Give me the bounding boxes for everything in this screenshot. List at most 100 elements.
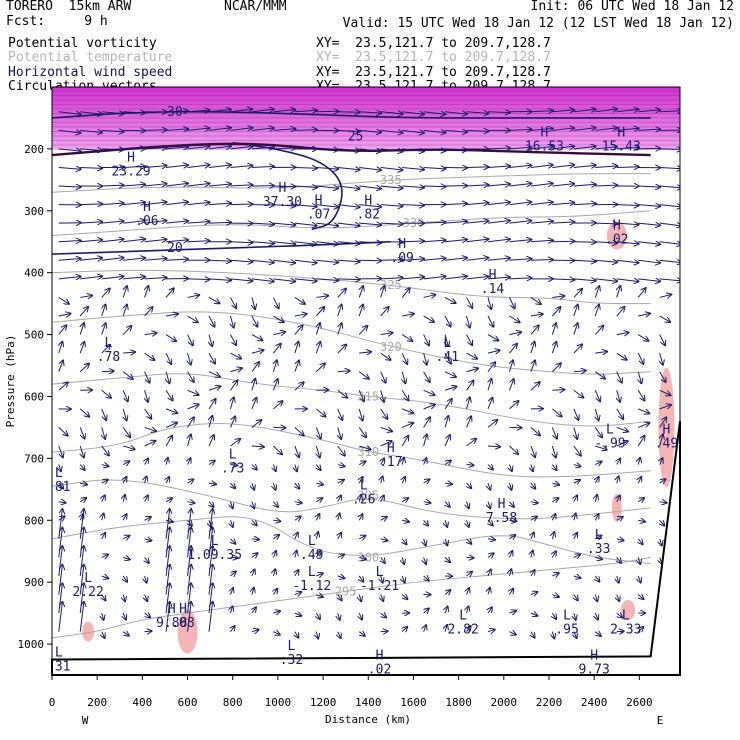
- pv-extremum-marker: L: [595, 528, 603, 543]
- pv-extremum-marker: L: [376, 565, 384, 580]
- circulation-vector: [165, 334, 176, 342]
- circulation-vector: [402, 557, 404, 564]
- circulation-vector: [467, 539, 472, 544]
- circulation-vector: [638, 423, 649, 428]
- circulation-vector: [187, 417, 194, 428]
- pv-extrema-labels: H16.53H15.43H.02H.09H.14H.17H.49H7.58H9.…: [52, 126, 678, 675]
- circulation-vector: [401, 352, 407, 364]
- pv-extremum-marker: H: [179, 602, 187, 617]
- circulation-vector: [165, 602, 170, 632]
- circulation-vector: [530, 517, 537, 521]
- circulation-vector: [638, 279, 660, 281]
- circulation-vector: [552, 241, 574, 242]
- circulation-vector: [358, 326, 367, 335]
- circulation-vector: [487, 258, 510, 260]
- pv-extremum-marker: H: [127, 150, 135, 165]
- circulation-vector: [467, 606, 469, 614]
- circulation-vector: [380, 130, 403, 132]
- circulation-vector: [531, 533, 534, 540]
- circulation-vector: [423, 186, 446, 187]
- circulation-vector: [359, 242, 381, 243]
- circulation-vector: [295, 551, 297, 558]
- circulation-vector: [294, 279, 317, 281]
- circulation-vector: [423, 405, 435, 410]
- circulation-vector: [144, 517, 151, 520]
- circulation-vector: [251, 109, 274, 112]
- circulation-vector: [80, 222, 102, 223]
- circulation-vector: [531, 551, 533, 558]
- circulation-vector: [573, 260, 596, 261]
- circulation-vector: [402, 371, 405, 384]
- pv-extremum-value: .14: [481, 282, 505, 297]
- circulation-vector: [423, 502, 431, 503]
- circulation-vector: [101, 371, 114, 372]
- y-tick-label: 800: [24, 514, 44, 527]
- circulation-vector: [230, 260, 252, 262]
- pv-extremum-value: 16.53: [525, 140, 564, 155]
- pv-extremum-marker: L: [622, 608, 630, 623]
- circulation-vector: [251, 260, 274, 262]
- circulation-vector: [445, 276, 467, 279]
- circulation-vector: [659, 502, 667, 503]
- circulation-vector: [509, 332, 521, 334]
- circulation-vector: [58, 445, 63, 457]
- circulation-vector: [617, 575, 619, 583]
- circulation-vector: [445, 607, 448, 614]
- circulation-vector: [230, 539, 235, 544]
- circulation-vector: [80, 112, 102, 114]
- circulation-vector: [58, 149, 81, 151]
- circulation-vector: [58, 361, 63, 372]
- circulation-vector: [359, 477, 362, 484]
- circulation-vector: [273, 502, 278, 507]
- circulation-vector: [487, 239, 510, 242]
- circulation-vector: [659, 279, 680, 281]
- circulation-vector: [380, 167, 403, 170]
- circulation-vector: [573, 389, 584, 397]
- circulation-vector: [488, 465, 493, 470]
- circulation-vector: [573, 344, 582, 354]
- circulation-vector: [552, 222, 574, 223]
- circulation-vector: [552, 165, 574, 168]
- circulation-vector: [316, 483, 323, 485]
- circulation-vector: [144, 371, 150, 383]
- pv-extremum-value: .02: [605, 232, 628, 247]
- circulation-vector: [402, 241, 424, 242]
- circulation-vector: [338, 495, 341, 502]
- circulation-vector: [338, 533, 341, 540]
- circulation-vector: [423, 334, 429, 346]
- circulation-vector: [80, 258, 102, 260]
- circulation-vector: [294, 130, 317, 131]
- circulation-vector: [424, 557, 426, 564]
- circulation-vector: [101, 149, 124, 150]
- circulation-vector: [80, 465, 84, 470]
- circulation-vector: [230, 626, 234, 632]
- circulation-vector: [208, 203, 231, 204]
- circulation-vector: [58, 186, 81, 187]
- circulation-vector: [488, 588, 490, 595]
- circulation-vector: [487, 553, 494, 557]
- circulation-vector: [122, 632, 129, 636]
- circulation-vector: [659, 479, 666, 483]
- circulation-vector: [102, 514, 104, 521]
- circulation-vector: [230, 483, 235, 488]
- circulation-vector: [638, 205, 660, 207]
- circulation-vector: [381, 557, 385, 563]
- circulation-vector: [573, 146, 596, 149]
- circulation-vector: [638, 260, 660, 263]
- circulation-vector: [659, 223, 680, 226]
- circulation-vector: [208, 546, 213, 577]
- circulation-vector: [445, 502, 450, 507]
- circulation-vector: [58, 382, 68, 391]
- circulation-vector: [188, 353, 191, 365]
- circulation-vector: [531, 483, 535, 488]
- circulation-vector: [638, 575, 640, 583]
- circulation-vector: [251, 420, 261, 428]
- circulation-vector: [423, 112, 446, 115]
- endpoint-east: E: [657, 714, 664, 727]
- circulation-vector: [638, 458, 640, 465]
- circulation-vector: [295, 631, 299, 638]
- circulation-vector: [273, 279, 295, 282]
- circulation-vector: [509, 520, 516, 521]
- circulation-vector: [166, 129, 188, 130]
- circulation-vector: [58, 509, 63, 539]
